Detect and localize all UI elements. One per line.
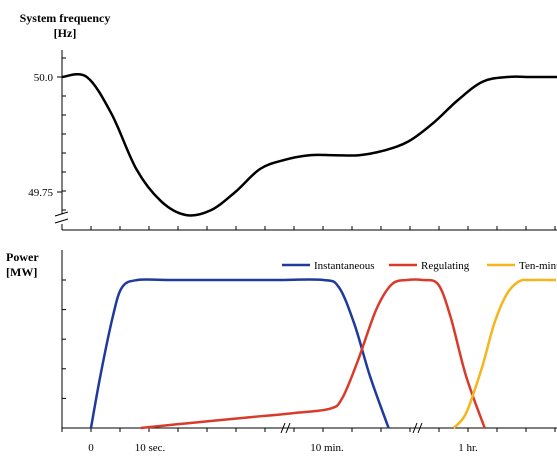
top-ylabel-line2: [Hz] — [54, 26, 77, 40]
xtick-label-1hr: 1 hr. — [458, 442, 478, 454]
top-ylabel-line1: System frequency — [20, 11, 111, 25]
ytick-label-49-75: 49.75 — [28, 187, 53, 199]
axes-group — [55, 50, 557, 433]
frequency-line — [62, 74, 557, 215]
power-line-3 — [454, 280, 556, 428]
power-line-2 — [141, 279, 485, 428]
series-group — [62, 74, 557, 428]
xtick-label-10min: 10 min. — [310, 442, 344, 454]
bottom-ylabel-line2: [MW] — [6, 265, 37, 279]
legend-label-regulating: Regulating — [421, 260, 470, 272]
power-line-1 — [91, 279, 389, 428]
bottom-ylabel-line1: Power — [6, 250, 39, 264]
xtick-label-10sec: 10 sec. — [135, 442, 166, 454]
xtick-label-0: 0 — [88, 442, 94, 454]
ytick-label-50: 50.0 — [34, 72, 54, 84]
top-axis-break-mark-2 — [55, 219, 68, 223]
legend: Instantaneous Regulating Ten-minute — [282, 260, 557, 272]
legend-label-instantaneous: Instantaneous — [314, 260, 374, 272]
legend-label-ten-minute: Ten-minute — [519, 260, 557, 272]
